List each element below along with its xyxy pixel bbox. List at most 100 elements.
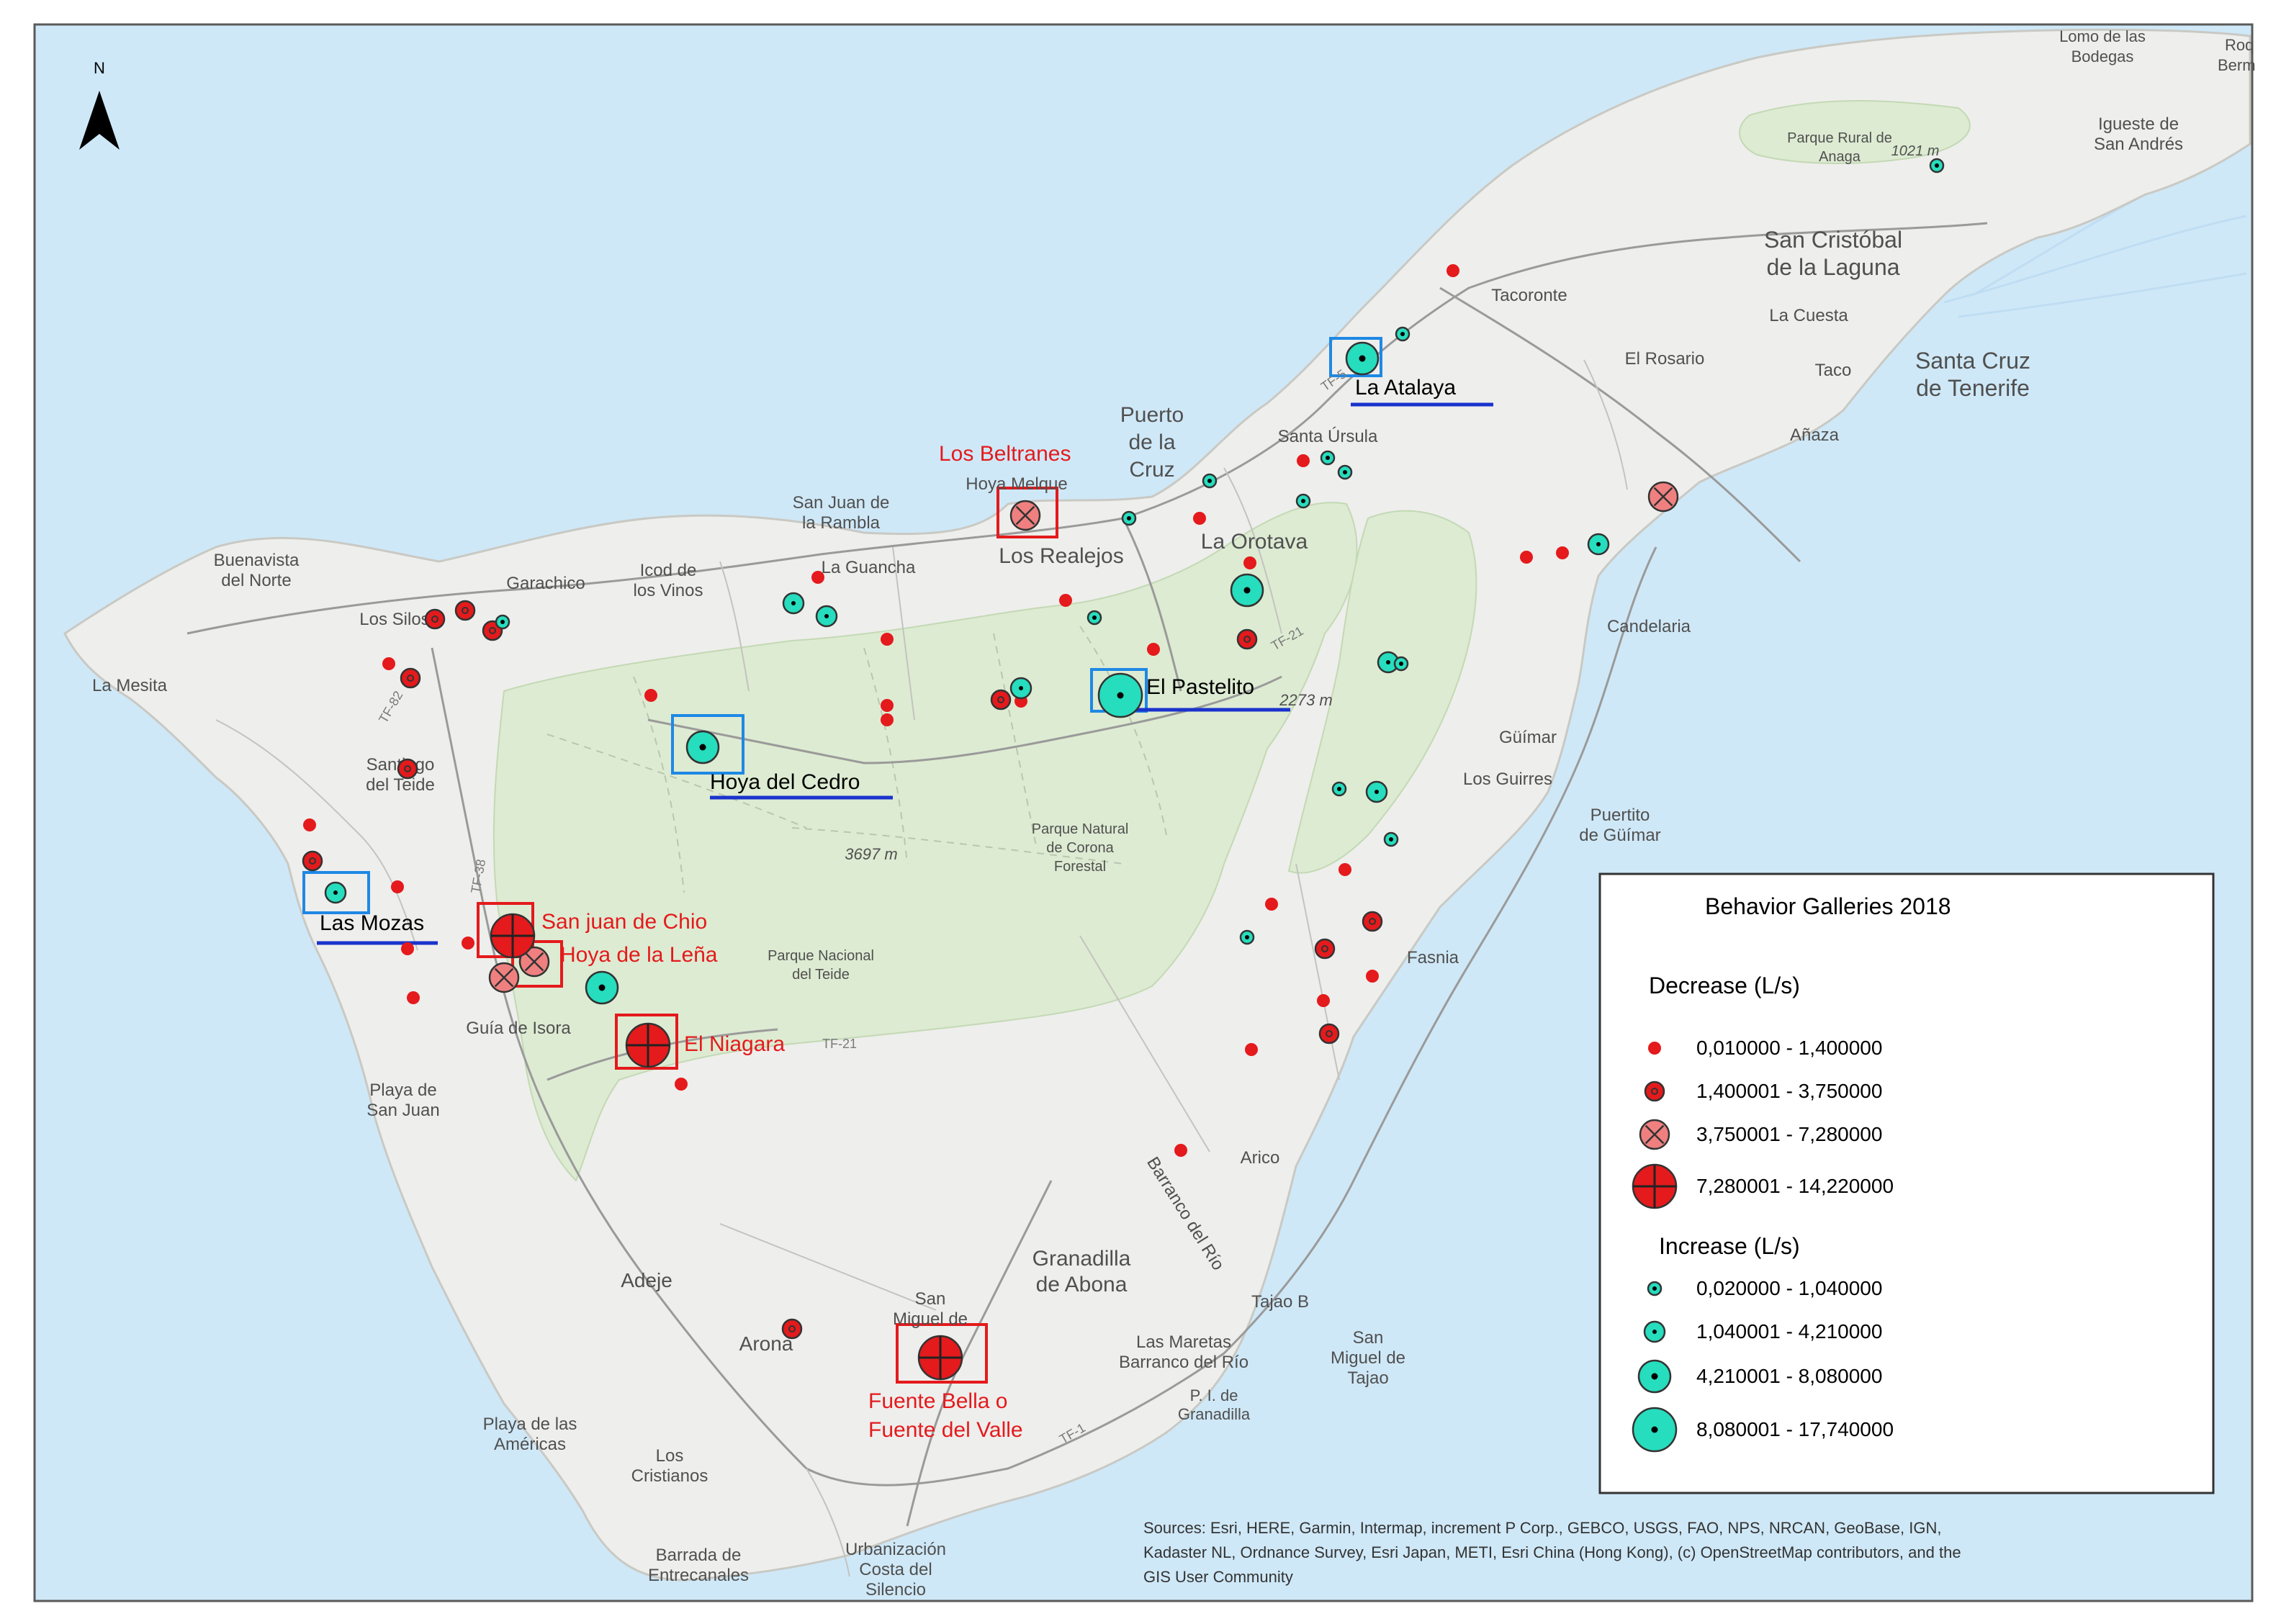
place-label: Barrada de xyxy=(656,1546,742,1565)
decrease-marker-circle xyxy=(1193,512,1206,525)
hoya-del-cedro-box xyxy=(671,714,744,775)
minor-roads xyxy=(215,359,1628,1577)
place-label: Granadilla xyxy=(1178,1405,1251,1423)
decrease-marker xyxy=(881,713,894,726)
decrease-marker xyxy=(1314,938,1336,960)
decrease-marker-circle xyxy=(1147,643,1160,656)
decrease-marker-circle xyxy=(675,1078,688,1091)
los-beltranes-box xyxy=(996,487,1058,538)
decrease-marker-circle xyxy=(424,608,446,630)
minor-road xyxy=(215,719,418,951)
decrease-marker xyxy=(391,880,404,893)
place-label: Parque Nacional xyxy=(768,948,874,964)
decrease-marker xyxy=(1556,546,1569,559)
legend-increase-range: 1,040001 - 4,210000 xyxy=(1696,1320,1882,1343)
place-label: La Cuesta xyxy=(1769,306,1848,325)
place-label: Los xyxy=(656,1446,684,1466)
place-label: La Mesita xyxy=(92,676,168,695)
increase-marker-dot xyxy=(1245,935,1249,939)
legend-increase-symbol xyxy=(1643,1320,1666,1343)
north-arrow: N xyxy=(79,59,120,150)
minor-road xyxy=(719,1223,937,1311)
legend-increase-symbol xyxy=(1637,1359,1672,1394)
place-label: Miguel de xyxy=(893,1309,968,1329)
decrease-marker xyxy=(1297,454,1310,467)
decrease-marker-ring xyxy=(462,607,469,614)
increase-marker-dot xyxy=(1386,660,1390,664)
increase-marker-dot xyxy=(1243,587,1251,594)
legend-increase-header: Increase (L/s) xyxy=(1659,1233,1800,1259)
place-label: P. I. de xyxy=(1190,1386,1238,1404)
place-label: Américas xyxy=(494,1435,566,1454)
ocean-contour xyxy=(1943,215,2247,304)
decrease-marker-cross xyxy=(494,967,514,988)
place-label: El Rosario xyxy=(1625,349,1705,369)
decrease-marker-circle xyxy=(1243,556,1256,569)
place-label: Entrecanales xyxy=(648,1566,749,1585)
place-label: Hoya Melque xyxy=(966,474,1067,494)
decrease-marker xyxy=(407,991,420,1004)
legend-increase-symbol-dot xyxy=(1652,1286,1657,1291)
laguna-road xyxy=(1439,287,1801,563)
highlight-label-la-atalaya: La Atalaya xyxy=(1355,376,1456,400)
granadilla-road xyxy=(906,1180,1053,1527)
place-label: de la Laguna xyxy=(1766,254,1899,280)
ocean-contour xyxy=(1958,272,2247,318)
place-label: de la xyxy=(1128,430,1175,454)
place-label: de Abona xyxy=(1036,1273,1128,1296)
legend-panel xyxy=(1598,872,2215,1494)
place-label: Parque Rural de xyxy=(1787,130,1892,146)
place-label: Puerto xyxy=(1120,403,1184,427)
increase-marker-dot xyxy=(333,890,338,895)
place-label: Buenavista xyxy=(214,551,300,570)
increase-marker xyxy=(1202,473,1218,489)
highlight-label-fuente-del-valle: Fuente del Valle xyxy=(868,1418,1023,1442)
place-label: de Güímar xyxy=(1579,826,1660,845)
legend-decrease-symbol xyxy=(1632,1163,1678,1209)
place-label: San Andrés xyxy=(2094,135,2183,154)
place-label: Arico xyxy=(1241,1148,1280,1168)
place-label: 1021 m xyxy=(1891,143,1940,159)
increase-marker-dot xyxy=(500,620,505,624)
las-mozas-box xyxy=(302,871,370,914)
increase-marker xyxy=(1395,326,1411,342)
decrease-marker-ring xyxy=(309,857,316,865)
decrease-marker-circle xyxy=(407,991,420,1004)
decrease-marker-ring xyxy=(1243,636,1251,643)
decrease-marker-ring xyxy=(788,1325,796,1332)
highlight-labels: Los Beltranes Hoya del Cedro El Pastelit… xyxy=(320,376,1456,1442)
place-label: 2273 m xyxy=(1279,691,1332,709)
place-label: San Juan xyxy=(366,1101,439,1120)
place-label: Güímar xyxy=(1499,728,1557,747)
decrease-marker xyxy=(488,962,520,993)
legend-increase-range: 8,080001 - 17,740000 xyxy=(1696,1418,1894,1440)
decrease-marker xyxy=(382,657,395,670)
place-label: Urbanización xyxy=(845,1540,946,1559)
place-label: Santa Cruz xyxy=(1915,348,2030,374)
increase-marker xyxy=(1230,573,1264,608)
place-labels: Lomo de las Bodegas Roq Berm Parque Rura… xyxy=(92,27,2256,1600)
legend-decrease-symbol-circle xyxy=(1648,1042,1661,1055)
decrease-marker xyxy=(881,633,894,646)
decrease-marker-cross xyxy=(524,952,544,972)
highlight-label-el-pastelito: El Pastelito xyxy=(1146,675,1254,699)
decrease-marker-circle xyxy=(462,937,474,949)
decrease-marker-circle xyxy=(1174,1144,1187,1157)
increase-marker xyxy=(1587,533,1610,556)
legend-decrease-symbol xyxy=(1644,1081,1665,1102)
minor-road xyxy=(806,1468,850,1577)
legend-items: 0,010000 - 1,400000 1,400001 - 3,750000 3,… xyxy=(1632,1037,1894,1453)
decrease-marker-circle xyxy=(881,633,894,646)
place-label: Candelaria xyxy=(1607,617,1691,636)
decrease-marker-circle xyxy=(1366,970,1379,983)
increase-marker-dot xyxy=(824,614,829,618)
increase-marker xyxy=(1345,341,1380,376)
increase-marker-dot xyxy=(1389,837,1393,842)
decrease-marker-circle xyxy=(1314,938,1336,960)
decrease-marker-circle xyxy=(881,699,894,712)
increase-marker xyxy=(782,592,805,615)
place-label: Playa de las xyxy=(483,1415,577,1434)
north-label: N xyxy=(94,59,105,77)
place-label: La Guancha xyxy=(822,558,916,577)
